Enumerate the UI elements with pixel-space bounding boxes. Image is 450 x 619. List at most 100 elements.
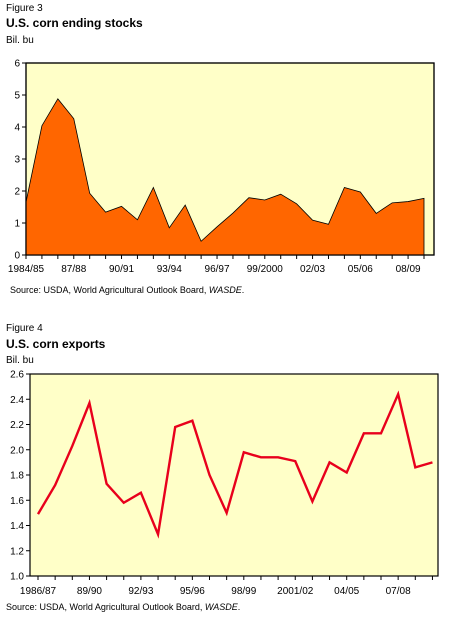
y-tick-label: 2.4 bbox=[10, 395, 24, 406]
line-series bbox=[36, 390, 433, 539]
data-point bbox=[359, 191, 361, 193]
x-tick-label: 04/05 bbox=[334, 586, 359, 597]
figure-4-unit: Bil. bu bbox=[6, 355, 34, 366]
x-tick-label: 93/94 bbox=[157, 264, 182, 275]
data-point bbox=[88, 402, 90, 404]
x-tick-label: 08/09 bbox=[396, 264, 421, 275]
data-point bbox=[327, 223, 329, 225]
data-point bbox=[41, 125, 43, 127]
data-point bbox=[73, 117, 75, 119]
x-tick-label: 89/90 bbox=[77, 586, 102, 597]
x-tick-label: 2001/02 bbox=[277, 586, 314, 597]
x-tick-label: 05/06 bbox=[348, 264, 373, 275]
data-point bbox=[311, 219, 313, 221]
x-tick-label: 02/03 bbox=[300, 264, 325, 275]
data-point bbox=[184, 204, 186, 206]
y-tick-label: 1.0 bbox=[10, 572, 24, 583]
data-point bbox=[260, 456, 262, 458]
data-point bbox=[88, 192, 90, 194]
data-point bbox=[363, 432, 365, 434]
x-tick-label: 90/91 bbox=[109, 264, 134, 275]
figure-4-title: U.S. corn exports bbox=[6, 337, 106, 351]
data-point bbox=[152, 186, 154, 188]
data-point bbox=[280, 193, 282, 195]
y-tick-label: 3 bbox=[14, 155, 20, 166]
data-point bbox=[407, 200, 409, 202]
chart-ending-stocks: 0 1 2 3 4 5 6 1984/85 87/88 90/91 93/94 96/97 99/200… bbox=[8, 59, 435, 275]
data-point bbox=[397, 393, 399, 395]
data-point bbox=[120, 205, 122, 207]
data-point bbox=[248, 197, 250, 199]
figure-4-label: Figure 4 bbox=[6, 323, 43, 334]
x-tick-label: 1984/85 bbox=[8, 264, 45, 275]
area-series bbox=[25, 98, 425, 256]
data-point bbox=[140, 491, 142, 493]
plot-area bbox=[29, 373, 439, 577]
data-point bbox=[431, 461, 433, 463]
data-point bbox=[375, 212, 377, 214]
figure-3-title: U.S. corn ending stocks bbox=[6, 16, 143, 30]
x-tick-label: 95/96 bbox=[180, 586, 205, 597]
data-point bbox=[71, 445, 73, 447]
x-tick-label: 1986/87 bbox=[20, 586, 57, 597]
figure-3-source-text: Source: USDA, World Agricultural Outlook… bbox=[10, 285, 209, 295]
data-point bbox=[208, 474, 210, 476]
y-tick-label: 1 bbox=[14, 219, 20, 230]
data-point bbox=[346, 471, 348, 473]
figure-3-source: Source: USDA, World Agricultural Outlook… bbox=[10, 285, 244, 295]
plot-frame bbox=[25, 62, 435, 256]
y-tick-label: 2.6 bbox=[10, 370, 24, 381]
data-point bbox=[104, 211, 106, 213]
y-tick-label: 2.0 bbox=[10, 445, 24, 456]
y-tick-label: 0 bbox=[14, 251, 20, 262]
y-tick-label: 5 bbox=[14, 91, 20, 102]
y-tick-label: 1.8 bbox=[10, 471, 24, 482]
data-point bbox=[328, 461, 330, 463]
data-point bbox=[243, 451, 245, 453]
y-tick-label: 1.2 bbox=[10, 546, 24, 557]
data-point bbox=[57, 98, 59, 100]
x-tick-label: 96/97 bbox=[205, 264, 230, 275]
data-point bbox=[380, 432, 382, 434]
y-tick-label: 1.6 bbox=[10, 496, 24, 507]
data-point bbox=[423, 197, 425, 199]
x-tick-label: 92/93 bbox=[128, 586, 153, 597]
figure-4-source-suffix: . bbox=[237, 602, 241, 612]
data-point bbox=[25, 201, 27, 203]
data-point bbox=[264, 199, 266, 201]
chart-exports: 1.0 1.2 1.4 1.6 1.8 2.0 2.2 2.4 2.6 1986/87 89/90 9… bbox=[10, 370, 439, 597]
data-point bbox=[414, 466, 416, 468]
data-point bbox=[105, 483, 107, 485]
data-point bbox=[174, 426, 176, 428]
figure-4-source-text: Source: USDA, World Agricultural Outlook… bbox=[6, 602, 205, 612]
data-point bbox=[200, 240, 202, 242]
data-point bbox=[391, 202, 393, 204]
data-point bbox=[157, 533, 159, 535]
x-tick-label: 87/88 bbox=[61, 264, 86, 275]
figure-3-label: Figure 3 bbox=[6, 3, 43, 14]
x-tick-label: 99/2000 bbox=[247, 264, 284, 275]
data-point bbox=[168, 227, 170, 229]
y-tick-label: 4 bbox=[14, 123, 20, 134]
data-point bbox=[311, 500, 313, 502]
figure-3-source-suffix: . bbox=[241, 285, 245, 295]
data-point bbox=[191, 420, 193, 422]
data-point bbox=[37, 513, 39, 515]
data-point bbox=[277, 456, 279, 458]
data-point bbox=[54, 484, 56, 486]
figure-4-source: Source: USDA, World Agricultural Outlook… bbox=[6, 602, 240, 612]
data-point bbox=[225, 512, 227, 514]
y-tick-label: 6 bbox=[14, 59, 20, 70]
figure-4-source-italic: WASDE bbox=[204, 602, 238, 612]
data-point bbox=[123, 502, 125, 504]
y-tick-label: 1.4 bbox=[10, 521, 24, 532]
y-tick-label: 2.2 bbox=[10, 420, 24, 431]
data-point bbox=[136, 219, 138, 221]
data-point bbox=[294, 460, 296, 462]
x-tick-label: 07/08 bbox=[386, 586, 411, 597]
y-tick-label: 2 bbox=[14, 187, 20, 198]
data-point bbox=[343, 186, 345, 188]
data-point bbox=[295, 203, 297, 205]
data-point bbox=[216, 226, 218, 228]
x-tick-label: 98/99 bbox=[231, 586, 256, 597]
